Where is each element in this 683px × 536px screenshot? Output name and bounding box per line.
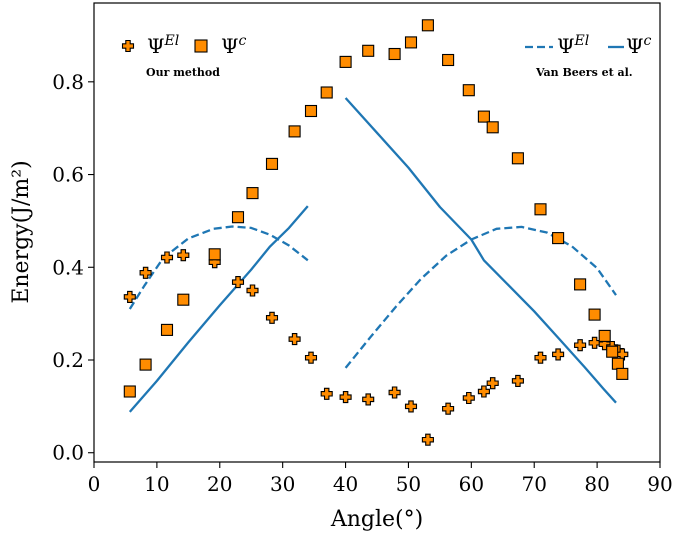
- psi-c-point-3: [177, 293, 190, 306]
- vanbeers-psi-el-line-1: [344, 225, 617, 369]
- psi-el-point-1: [139, 266, 152, 279]
- psi-c-point-1: [139, 358, 152, 371]
- psi-el-point-22: [552, 348, 565, 361]
- psi-c-point-25: [598, 329, 611, 342]
- y-axis-ticks: 0.0 0.2 0.4 0.6 0.8: [52, 70, 94, 465]
- psi-c-point-6: [246, 187, 259, 200]
- psi-c-point-13: [388, 47, 401, 61]
- legend-psi: Ψ: [221, 34, 239, 58]
- y-tick-label: 0.6: [52, 163, 84, 187]
- legend-psi: Ψ: [147, 34, 165, 58]
- psi-c-point-10: [320, 86, 333, 99]
- legend-sup-el: El: [574, 33, 590, 49]
- x-tick-label: 40: [333, 472, 358, 496]
- legend-sup-c: c: [644, 33, 652, 49]
- psi-c-point-22: [552, 232, 565, 245]
- psi-c-point-14: [404, 36, 418, 49]
- psi-c-point-24: [588, 308, 601, 321]
- x-tick-label: 60: [459, 472, 484, 496]
- psi-el-point-0: [123, 290, 136, 303]
- psi-el-point-11: [339, 391, 352, 404]
- psi-el-point-23: [574, 339, 587, 352]
- psi-c-point-23: [574, 278, 587, 291]
- psi-c-point-15: [421, 19, 434, 32]
- psi-c-point-4: [208, 248, 221, 261]
- x-axis-label: Angle(°): [330, 507, 423, 532]
- legend-note-van-beers: Van Beers et al.: [535, 66, 633, 79]
- psi-el-point-10: [320, 387, 333, 400]
- legend-note-our-method: Our method: [146, 66, 220, 79]
- psi-el-point-21: [534, 351, 547, 364]
- psi-el-point-6: [246, 284, 259, 297]
- psi-c-point-20: [511, 152, 524, 165]
- y-axis-label: Energy(J/m²): [9, 160, 34, 303]
- psi-c-point-21: [534, 203, 547, 216]
- psi-el-point-16: [442, 402, 455, 415]
- legend-van-beers: ΨEl Ψc Van Beers et al.: [525, 33, 652, 79]
- legend-label-psi-c-vanbeers: Ψc: [626, 33, 652, 58]
- psi-c-point-7: [265, 157, 279, 170]
- x-tick-label: 0: [88, 472, 101, 496]
- plot-frame: [93, 2, 661, 463]
- psi-el-point-13: [388, 386, 401, 399]
- x-tick-label: 50: [396, 472, 421, 496]
- x-tick-label: 20: [207, 472, 232, 496]
- x-tick-label: 90: [647, 472, 672, 496]
- legend-label-psi-c-ours: Ψc: [221, 33, 247, 58]
- plot-marks: [123, 19, 629, 446]
- psi-c-point-26: [606, 345, 619, 358]
- psi-c-point-8: [288, 125, 301, 138]
- legend-label-psi-el-ours: ΨEl: [147, 33, 179, 58]
- psi-c-point-16: [442, 53, 455, 67]
- legend-our-method: ΨEl Ψc Our method: [121, 33, 247, 79]
- legend-marker-plus: [121, 39, 135, 53]
- psi-c-point-0: [123, 385, 136, 398]
- legend-marker-square: [194, 39, 208, 53]
- psi-c-point-2: [160, 323, 174, 336]
- x-tick-label: 80: [584, 472, 609, 496]
- psi-c-point-18: [477, 110, 490, 123]
- psi-el-point-9: [304, 351, 318, 364]
- legend-sup-c: c: [239, 33, 247, 49]
- psi-el-point-5: [231, 276, 245, 289]
- legend-label-psi-el-vanbeers: ΨEl: [557, 33, 589, 58]
- psi-c-point-17: [462, 84, 475, 97]
- y-tick-label: 0.2: [52, 348, 84, 372]
- psi-c-point-12: [362, 44, 375, 57]
- psi-el-point-20: [511, 374, 524, 387]
- psi-c-point-11: [339, 55, 352, 68]
- x-axis-ticks: 0 10 20 30 40 50 60 70 80 90: [88, 462, 673, 496]
- y-tick-label: 0.4: [52, 255, 84, 279]
- psi-el-point-14: [404, 400, 418, 413]
- psi-el-point-2: [160, 251, 174, 264]
- legend-psi: Ψ: [557, 34, 575, 58]
- psi-el-point-15: [421, 433, 434, 446]
- psi-el-point-3: [177, 249, 190, 262]
- y-tick-label: 0.0: [52, 441, 84, 465]
- psi-el-point-12: [362, 393, 375, 406]
- legend-psi: Ψ: [626, 34, 644, 58]
- psi-el-point-24: [588, 336, 601, 349]
- psi-c-point-28: [616, 367, 629, 380]
- psi-el-point-8: [288, 333, 301, 346]
- psi-c-point-19: [486, 121, 499, 134]
- psi-c-point-9: [304, 104, 318, 118]
- x-tick-label: 10: [144, 472, 169, 496]
- x-tick-label: 30: [270, 472, 295, 496]
- y-tick-label: 0.8: [52, 70, 84, 94]
- x-tick-label: 70: [521, 472, 546, 496]
- legend-sup-el: El: [164, 33, 180, 49]
- psi-el-point-19: [486, 377, 499, 390]
- psi-el-point-7: [265, 311, 279, 324]
- psi-c-point-27: [611, 357, 624, 370]
- psi-c-point-5: [231, 211, 245, 224]
- psi-el-point-18: [477, 385, 490, 398]
- vanbeers-psi-c-line-3: [344, 97, 617, 404]
- psi-el-point-17: [462, 391, 475, 405]
